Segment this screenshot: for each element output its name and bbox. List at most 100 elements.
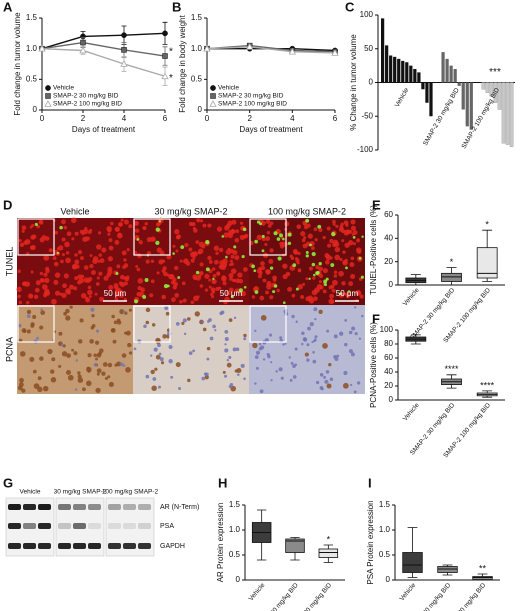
cell [87,369,91,373]
marker [121,32,127,39]
cell [350,383,353,387]
cell [213,245,220,251]
cell [122,364,126,368]
cell [275,370,278,373]
marker [245,43,254,50]
cell [241,254,245,259]
bar [409,65,413,83]
cell [314,238,318,242]
bar [393,56,397,83]
cell [229,382,234,387]
cell [302,282,306,286]
cell [235,347,240,351]
cell [122,265,126,270]
cell [200,271,204,275]
cell [325,259,330,265]
band [8,523,21,529]
y-tick-label: 0 [198,105,203,114]
cell [312,351,315,354]
bar [465,82,469,127]
band [88,543,101,549]
cell [26,309,32,315]
cell [260,261,265,266]
cell [34,287,40,293]
cell [270,361,273,364]
bar [485,82,490,93]
x-tick-label: Vehicle [248,582,267,603]
cell [254,290,259,294]
cell [361,314,364,318]
cell [39,271,43,276]
cell [163,283,169,289]
cell [162,334,167,339]
cell [137,277,144,284]
cell [243,377,246,381]
cell [251,295,256,299]
micrograph [17,305,133,394]
cell [82,387,86,392]
cell [172,244,176,248]
cell [87,276,93,282]
cell [291,314,295,319]
cell [144,222,148,226]
cell [228,355,232,359]
cell [68,284,74,290]
cell [196,218,201,223]
bar [449,65,453,83]
cell [168,359,173,364]
y-axis-label: PSA Protein expression [366,500,375,584]
cell [288,356,291,359]
cell [244,233,249,238]
cell [269,248,274,253]
bar [389,55,393,83]
y-tick-label: 60 [384,210,393,219]
cell [21,229,25,233]
cell [117,221,123,227]
box [441,272,462,282]
cell [103,275,109,281]
cell [355,247,362,253]
y-tick-label: 1.5 [229,500,241,509]
scale-label: 50 μm [104,289,127,298]
cell [301,238,306,243]
cell [287,232,292,237]
cell [279,336,283,340]
cell [347,290,351,293]
cell [211,278,217,285]
cell [325,277,329,281]
marker [162,53,168,59]
cell [98,348,104,354]
cell [305,218,310,223]
cell [41,284,48,290]
y-tick-label: 40 [384,233,393,242]
cell [306,343,310,347]
band [38,523,51,529]
cell [145,374,150,379]
cell [17,294,21,299]
cell [25,300,30,305]
cell [289,254,294,258]
cell [284,221,290,227]
cell [268,258,274,265]
cell [304,352,309,357]
cell [29,245,35,251]
cell [325,370,330,374]
cell [230,254,235,259]
band [8,543,21,549]
cell [199,219,204,223]
cell [345,266,348,270]
cell [255,366,259,370]
row-label: PCNA [4,337,14,362]
cell [93,353,97,357]
cell [240,363,245,368]
cell [156,247,162,253]
cell [17,269,21,273]
cell [179,299,183,304]
cell [230,268,237,274]
cell [243,333,247,338]
scale-label: 50 μm [220,289,243,298]
cell [61,253,65,257]
cell [237,373,240,376]
cell [295,320,298,323]
cell [96,372,100,376]
